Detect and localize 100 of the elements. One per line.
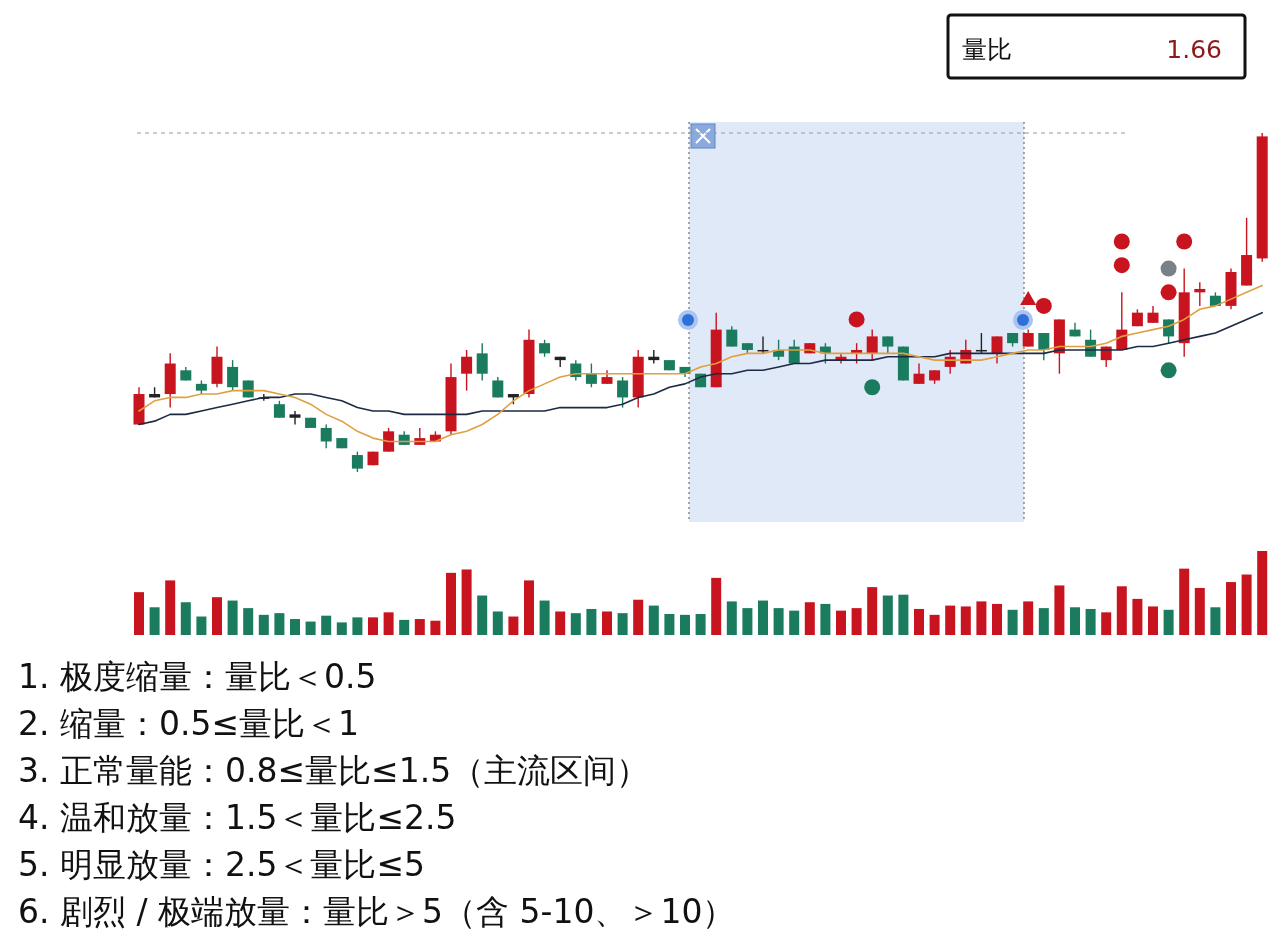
point xyxy=(1160,362,1177,379)
bar xyxy=(726,601,737,635)
point xyxy=(848,311,865,328)
bar xyxy=(1241,574,1252,635)
point xyxy=(864,379,881,396)
text: 量比 xyxy=(962,35,1012,64)
candlestick xyxy=(476,342,488,382)
bar xyxy=(305,621,316,635)
point xyxy=(1160,260,1177,277)
bar xyxy=(352,617,363,635)
text: 4. 温和放量：1.5＜量比≤2.5 xyxy=(18,798,457,837)
candlestick xyxy=(726,325,738,348)
bar xyxy=(461,569,472,635)
bar xyxy=(898,594,909,635)
candlestick xyxy=(617,376,629,409)
bar xyxy=(992,603,1002,635)
bar xyxy=(1257,551,1268,635)
bar xyxy=(258,614,269,635)
bar xyxy=(165,580,176,635)
bar xyxy=(586,608,597,635)
candlestick xyxy=(913,362,925,385)
bar xyxy=(1023,601,1034,635)
bar xyxy=(414,619,425,635)
bar xyxy=(867,587,878,635)
bar xyxy=(196,616,207,635)
candlestick xyxy=(351,450,363,473)
bar xyxy=(945,605,956,635)
bar xyxy=(820,603,831,635)
bar xyxy=(1179,568,1190,635)
bar xyxy=(960,606,971,635)
candlestick xyxy=(227,359,239,392)
candlestick xyxy=(991,335,1003,365)
bar xyxy=(773,608,784,635)
bar xyxy=(212,597,222,635)
bar xyxy=(1132,598,1143,635)
bar xyxy=(368,617,378,635)
bar xyxy=(976,601,987,635)
candlestick xyxy=(461,349,473,392)
bar xyxy=(1085,608,1096,635)
candlestick xyxy=(1038,332,1050,361)
bar xyxy=(633,599,644,635)
bar xyxy=(524,580,534,635)
bar xyxy=(836,610,846,635)
bar xyxy=(804,602,815,635)
bar xyxy=(929,614,940,635)
bar xyxy=(149,607,160,635)
bar xyxy=(477,595,488,635)
bar xyxy=(1210,607,1221,635)
bar xyxy=(1116,586,1127,635)
bar xyxy=(290,619,300,635)
bar xyxy=(664,614,675,635)
bar xyxy=(1038,608,1049,635)
bar xyxy=(711,577,722,635)
candlestick xyxy=(289,410,301,426)
candlestick xyxy=(320,423,332,449)
bar xyxy=(758,600,768,635)
bar xyxy=(648,605,659,635)
text: 5. 明显放量：2.5＜量比≤5 xyxy=(18,845,426,884)
bar xyxy=(1148,606,1158,635)
bar xyxy=(1070,607,1080,635)
bar xyxy=(742,608,753,635)
bar xyxy=(602,611,612,635)
bar xyxy=(446,572,456,635)
bar xyxy=(508,616,519,635)
bar xyxy=(789,610,800,635)
bar xyxy=(914,608,924,635)
bar xyxy=(383,612,394,635)
bar xyxy=(555,611,566,635)
bar xyxy=(274,613,285,635)
bar xyxy=(1194,587,1205,635)
candlestick xyxy=(866,328,878,361)
text: 1.66 xyxy=(1166,35,1222,64)
bar xyxy=(617,613,628,635)
bar xyxy=(570,613,581,635)
bar xyxy=(134,592,144,635)
bar xyxy=(680,614,690,635)
candlestick xyxy=(383,427,395,453)
bar xyxy=(1007,609,1018,635)
bar xyxy=(492,611,503,635)
point xyxy=(1113,257,1130,274)
point xyxy=(1035,297,1052,314)
bar xyxy=(882,595,893,635)
bar xyxy=(180,602,191,635)
bar xyxy=(1163,609,1174,635)
point xyxy=(1020,291,1037,306)
point xyxy=(1176,233,1193,250)
bar xyxy=(539,600,550,635)
text: 6. 剧烈 / 极端放量：量比＞5（含 5-10、＞10） xyxy=(18,892,736,931)
candlestick xyxy=(585,362,597,388)
text: 1. 极度缩量：量比＜0.5 xyxy=(18,657,377,696)
bar xyxy=(1226,582,1236,635)
bar xyxy=(227,600,238,635)
bar xyxy=(321,615,332,635)
bar xyxy=(1054,585,1065,635)
point xyxy=(1160,284,1177,301)
text: 3. 正常量能：0.8≤量比≤1.5（主流区间） xyxy=(18,751,650,790)
text: 2. 缩量：0.5≤量比＜1 xyxy=(18,704,360,743)
point xyxy=(1113,233,1130,250)
bar xyxy=(243,608,254,635)
bar xyxy=(399,619,410,635)
